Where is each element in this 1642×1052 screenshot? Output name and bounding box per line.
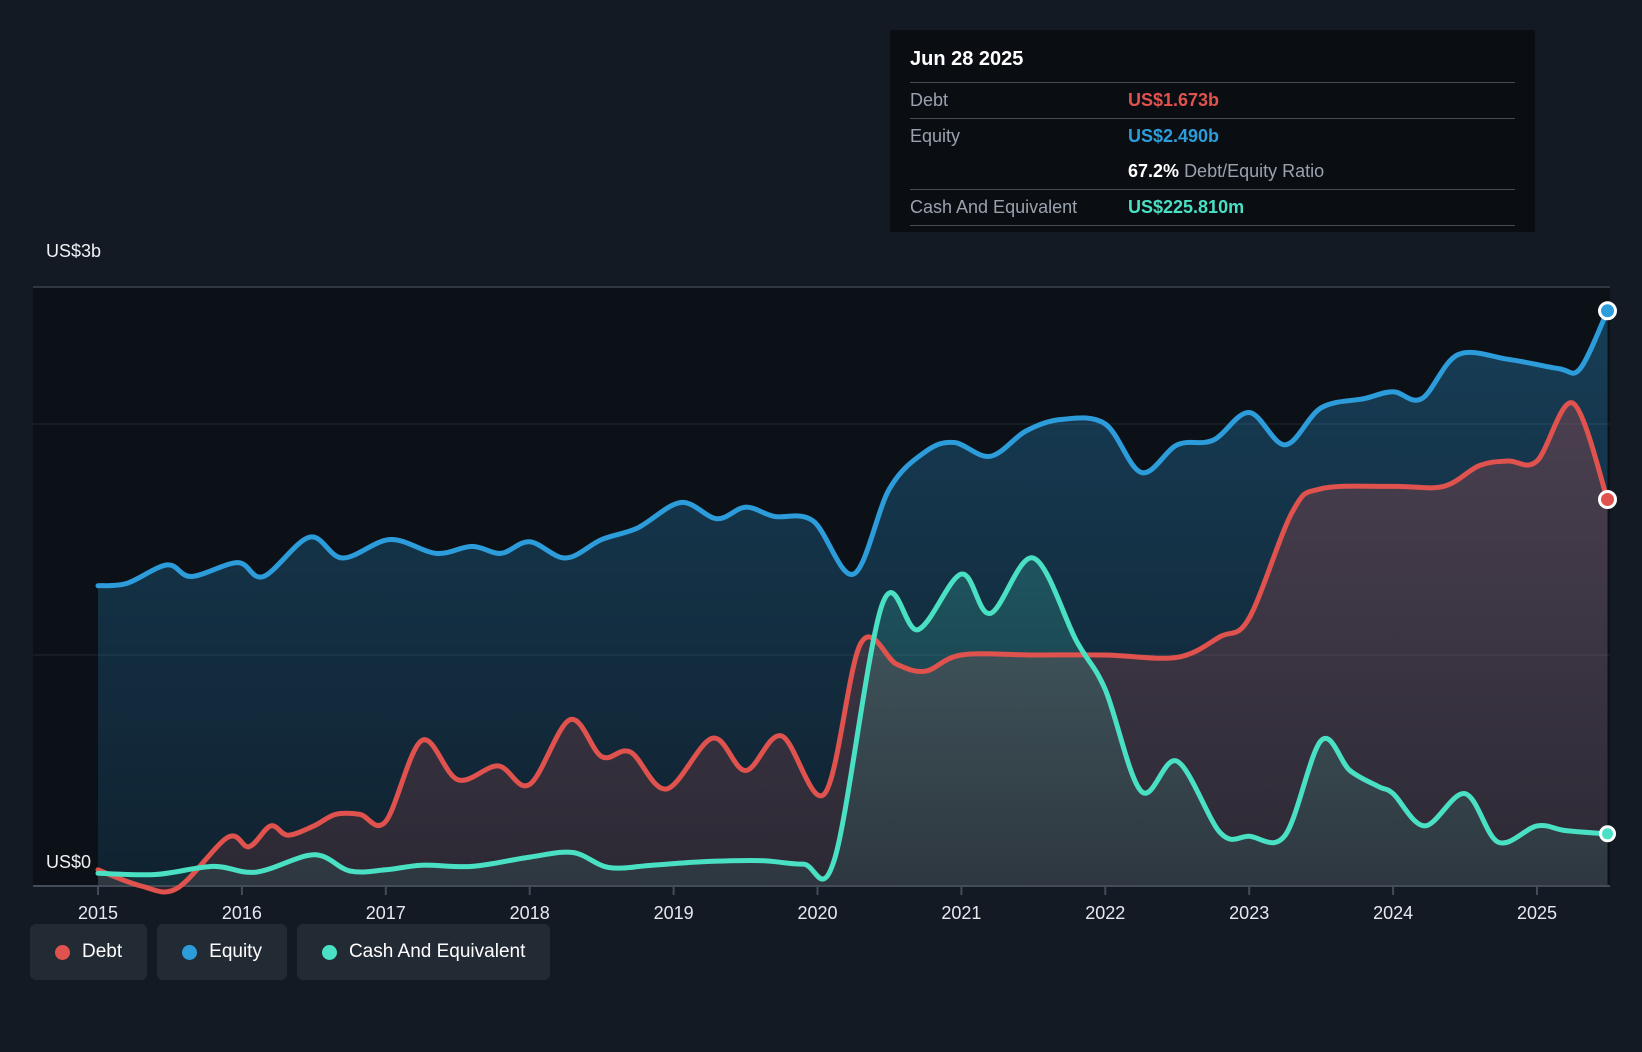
tooltip-ratio-label: Debt/Equity Ratio: [1184, 161, 1325, 181]
tooltip-row-debt: Debt US$1.673b: [910, 83, 1515, 119]
equity-series-dot-icon: [182, 944, 198, 960]
equity-line: [95, 308, 1610, 589]
legend-item-equity[interactable]: Equity: [157, 924, 287, 980]
x-axis-label: 2024: [1373, 903, 1413, 923]
x-axis-label: 2015: [78, 903, 118, 923]
tooltip-equity-label: Equity: [910, 126, 961, 146]
x-axis-label: 2019: [654, 903, 694, 923]
legend-label-equity: Equity: [209, 941, 262, 962]
tooltip-ratio-value: 67.2%: [1128, 161, 1180, 181]
series-areas: [98, 310, 1608, 892]
x-axis-label: 2021: [941, 903, 981, 923]
x-axis-label: 2025: [1517, 903, 1557, 923]
y-axis-label-max: US$3b: [46, 241, 101, 261]
debt-area: [98, 402, 1608, 892]
legend-item-debt[interactable]: Debt: [30, 924, 148, 980]
cash-line: [95, 555, 1610, 882]
series-lines: [95, 308, 1610, 895]
legend-label-cash: Cash And Equivalent: [348, 941, 526, 962]
x-axis: 2015 2016 2017 2018 2019 2020 2021 2022 2023 2024…: [78, 886, 1557, 923]
tooltip-row-equity: Equity US$2.490b: [910, 119, 1515, 154]
equity-end-dot: [1598, 301, 1617, 321]
x-axis-label: 2016: [222, 903, 262, 923]
debt-end-dot: [1598, 490, 1617, 509]
tooltip-ratio: 67.2% Debt/Equity Ratio: [1128, 161, 1515, 182]
tooltip-date: Jun 28 2025: [910, 42, 1515, 83]
legend-label-debt: Debt: [82, 941, 123, 962]
x-axis-label: 2018: [510, 903, 550, 923]
tooltip-row-ratio: 67.2% Debt/Equity Ratio: [910, 154, 1515, 190]
legend: Debt Equity Cash And Equivalent: [30, 924, 551, 980]
tooltip-cash-value: US$225.810m: [1128, 197, 1245, 217]
x-axis-label: 2023: [1229, 903, 1269, 923]
series-end-dots: [1598, 301, 1617, 843]
tooltip-debt-value: US$1.673b: [1128, 90, 1220, 110]
cash-end-dot: [1599, 825, 1616, 843]
x-axis-label: 2022: [1085, 903, 1125, 923]
x-axis-label: 2020: [797, 903, 837, 923]
debt-line: [95, 400, 1610, 895]
x-axis-label: 2017: [366, 903, 406, 923]
cash-area: [98, 557, 1608, 886]
debt-series-dot-icon: [55, 944, 70, 960]
y-axis-label-zero: US$0: [46, 852, 91, 872]
tooltip-debt-label: Debt: [910, 90, 949, 110]
tooltip-equity-value: US$2.490b: [1128, 126, 1220, 146]
legend-item-cash[interactable]: Cash And Equivalent: [296, 924, 551, 980]
tooltip-row-cash: Cash And Equivalent US$225.810m: [910, 190, 1515, 226]
chart-tooltip: Jun 28 2025 Debt US$1.673b Equity US$2.4…: [890, 30, 1535, 232]
tooltip-cash-label: Cash And Equivalent: [910, 197, 1078, 217]
cash-series-dot-icon: [321, 944, 337, 960]
